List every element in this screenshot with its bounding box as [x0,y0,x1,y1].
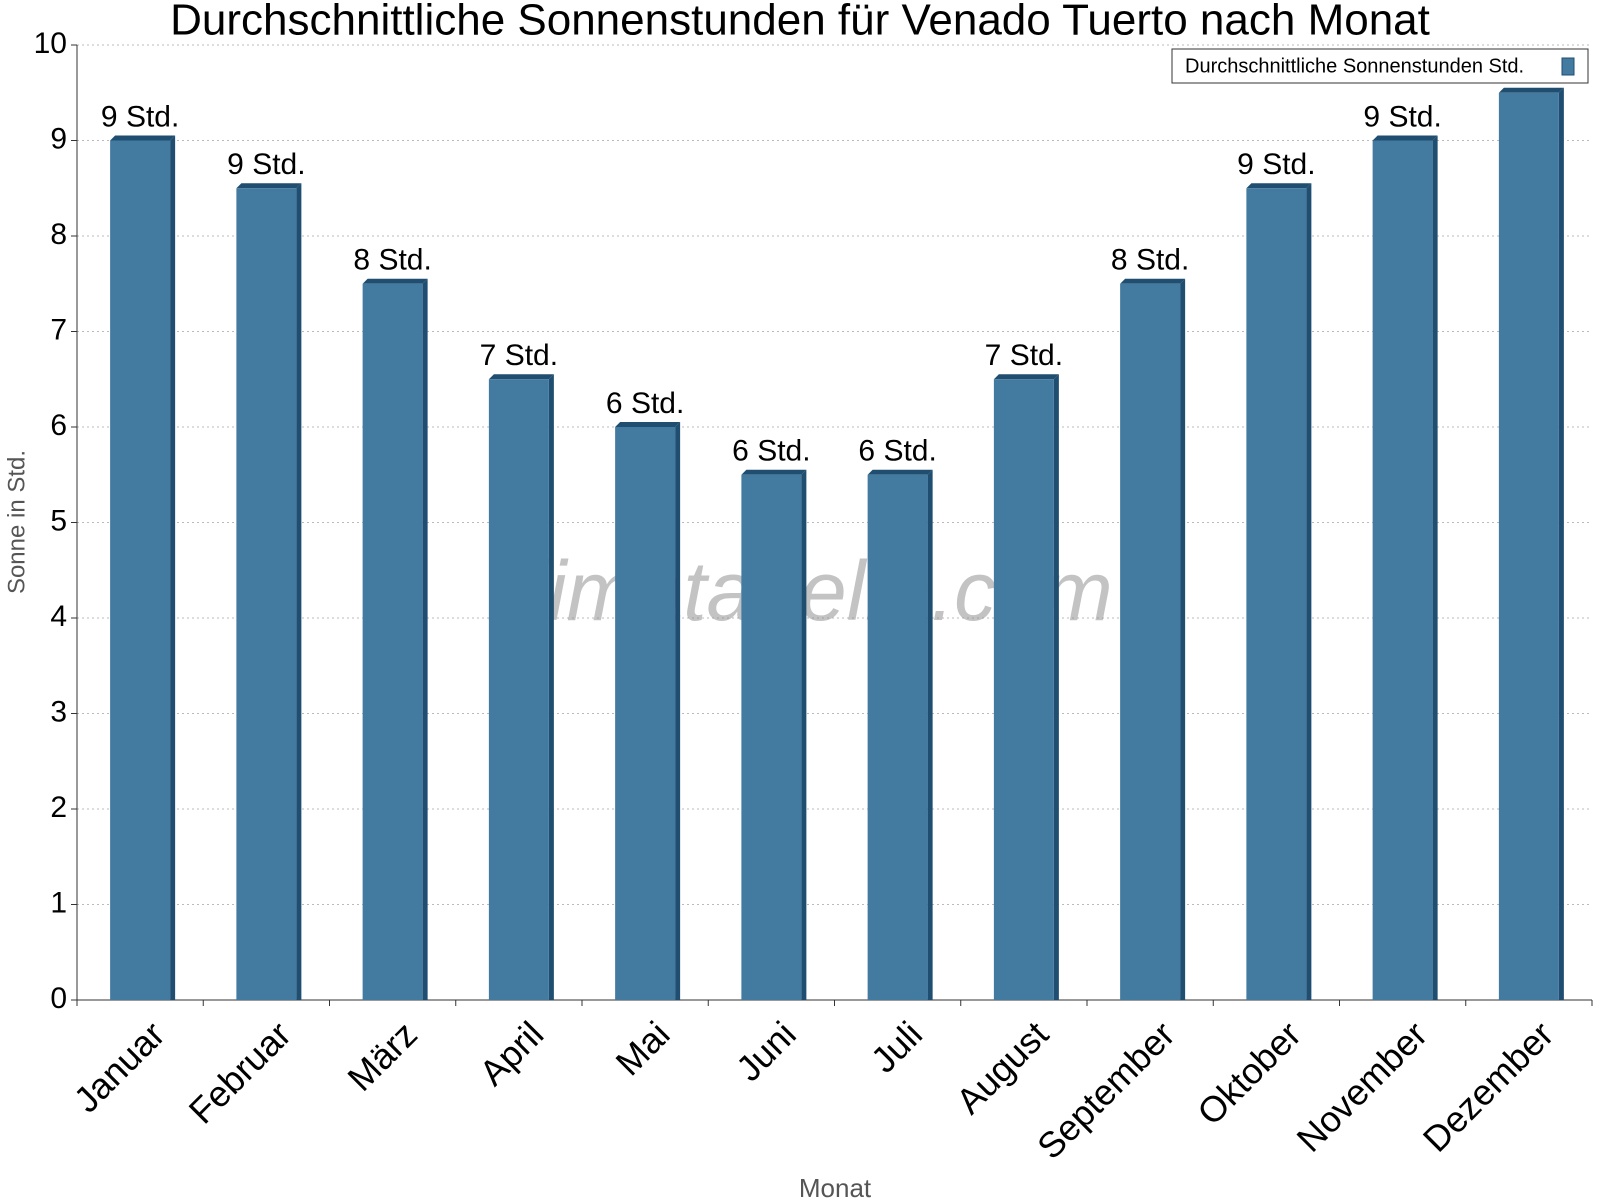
y-tick-label: 9 [50,122,67,155]
bar-group [741,469,807,1000]
bar [1372,140,1433,1000]
bar-side [296,183,302,1000]
bar-top [867,469,933,475]
x-tick-label: April [471,1013,551,1093]
chart-title: Durchschnittliche Sonnenstunden für Vena… [170,0,1430,45]
x-tick-label: November [1289,1013,1435,1159]
bar-top [993,374,1059,380]
y-axis-label: Sonne in Std. [3,450,30,594]
bar [110,140,171,1000]
bar-group [615,422,681,1000]
bar-side [1432,135,1438,1000]
y-tick-label: 6 [50,409,67,442]
x-tick-label: Dezember [1415,1013,1561,1159]
bar-top [615,422,681,427]
x-tick-label: Juli [863,1013,930,1080]
bar-group [362,278,428,1000]
bar-side [801,469,807,1000]
bar-group [1246,183,1312,1000]
bar [615,427,676,1000]
x-tick-label: Januar [66,1013,173,1120]
bar-group [110,135,176,1000]
legend-box [1171,48,1589,84]
bar [362,283,423,1000]
bar [993,379,1054,1000]
bar-group [993,374,1059,1000]
bar-side [1558,87,1564,1000]
y-tick-label: 4 [50,600,67,633]
bar-top [488,374,554,380]
x-tick-label: August [948,1013,1056,1121]
bar-top [1372,135,1438,141]
data-label: 7 Std. [985,339,1063,372]
bar-group [236,183,302,1000]
data-label: 8 Std. [1111,244,1189,277]
x-tick-label: Mai [607,1013,677,1083]
legend: Durchschnittliche Sonnenstunden Std. [1171,48,1589,84]
data-label: 6 Std. [606,387,684,420]
data-label: 6 Std. [858,435,936,468]
bar-side [1180,278,1186,1000]
bar-group [867,469,933,1000]
bar-side [1306,183,1312,1000]
bar [488,379,549,1000]
bar [1246,188,1307,1000]
bar-top [362,278,428,284]
y-tick-label: 3 [50,695,67,728]
bar [236,188,297,1000]
bar-group [1498,87,1564,1000]
legend-label: Durchschnittliche Sonnenstunden Std. [1185,55,1524,77]
data-label: 9 Std. [101,100,179,133]
y-tick-label: 5 [50,504,67,537]
bar-top [236,183,302,189]
bar [1120,283,1181,1000]
bar-group [488,374,554,1000]
x-tick-label: Oktober [1189,1013,1309,1133]
bar-group [1120,278,1186,1000]
data-label: 6 Std. [732,435,810,468]
data-label: 9 Std. [1363,100,1441,133]
bar-top [741,469,807,475]
x-tick-label: September [1029,1013,1183,1167]
bar-top [1120,278,1186,284]
data-label: 7 Std. [480,339,558,372]
bar-top [1498,87,1564,93]
bar-side [675,422,681,1000]
data-label: 9 Std. [1237,148,1315,181]
bar-side [1053,374,1059,1000]
bar-side [170,135,176,1000]
y-tick-label: 0 [50,982,67,1015]
y-tick-label: 10 [34,27,67,60]
y-tick-label: 1 [50,886,67,919]
bar-side [927,469,933,1000]
bar [867,474,928,1000]
bar-side [548,374,554,1000]
bar [741,474,802,1000]
y-tick-label: 7 [50,313,67,346]
bar-top [1246,183,1312,189]
x-tick-label: Februar [181,1013,299,1131]
bar-group [1372,135,1438,1000]
bar-top [110,135,176,141]
bar-side [422,278,428,1000]
data-label: 9 Std. [227,148,305,181]
y-tick-label: 2 [50,791,67,824]
data-label: 8 Std. [353,244,431,277]
x-tick-label: März [339,1013,425,1099]
y-tick-label: 8 [50,218,67,251]
x-tick-label: Juni [728,1013,804,1089]
legend-swatch [1561,57,1575,76]
bar [1498,92,1559,1000]
x-axis-label: Monat [799,1173,872,1200]
